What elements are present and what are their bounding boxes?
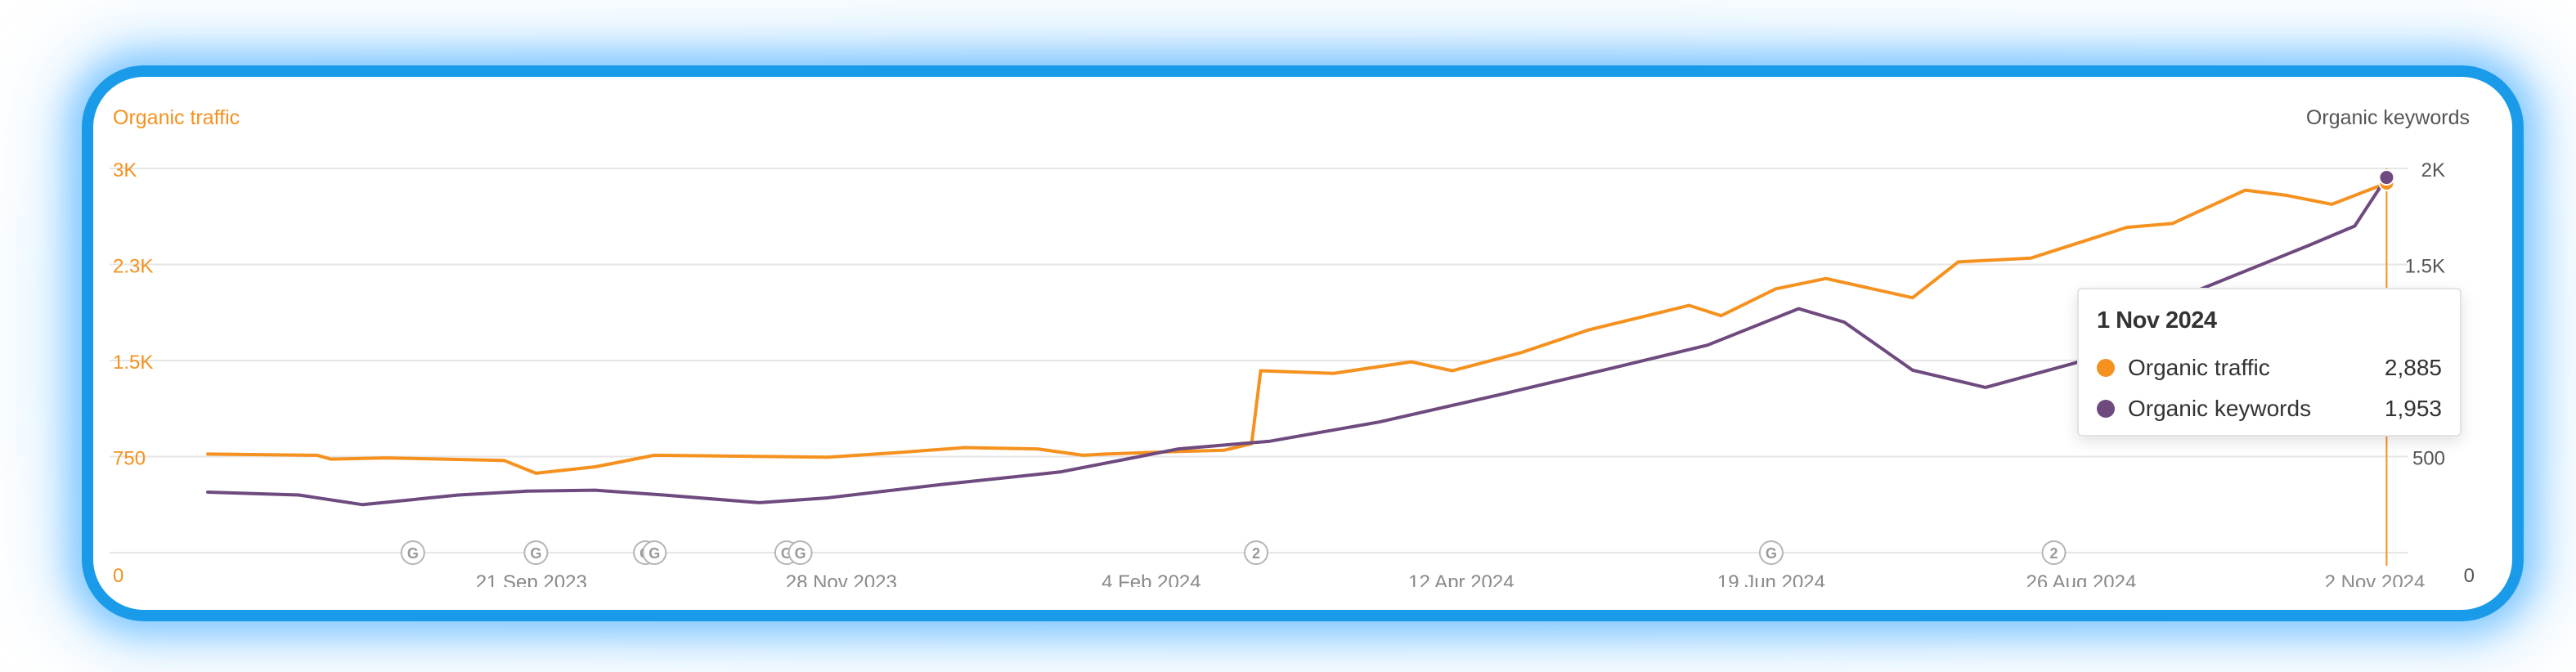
annotation-marker-icon [2041, 540, 2067, 565]
right-tick-label: 1.5K [2405, 256, 2445, 278]
annotation-marker-icon [788, 540, 813, 565]
left-axis-title: Organic traffic [113, 106, 240, 129]
keywords-dot-icon [2097, 400, 2115, 418]
hover-tooltip: 1 Nov 2024 Organic traffic 2,885 Organic… [2077, 288, 2462, 437]
annotation-marker-label: G [407, 545, 419, 562]
annotation-marker-label: 2 [2050, 545, 2058, 562]
traffic-dot-icon [2097, 359, 2115, 377]
tooltip-value: 1,953 [2384, 396, 2442, 421]
tooltip-date: 1 Nov 2024 [2097, 307, 2217, 334]
x-tick-label: 28 Nov 2023 [786, 571, 897, 587]
tooltip-row-keywords: Organic keywords 1,953 [2097, 388, 2442, 429]
tooltip-label: Organic traffic [2128, 355, 2270, 380]
x-tick-label: 21 Sep 2023 [476, 571, 587, 587]
annotation-marker-icon [642, 540, 667, 565]
right-tick-label: 500 [2412, 448, 2445, 470]
annotation-marker-label: 2 [1252, 545, 1260, 562]
annotation-marker-icon [1244, 540, 1269, 565]
annotation-marker-label: G [530, 545, 541, 562]
left-tick-label: 0 [113, 565, 123, 587]
annotation-marker-icon [1758, 540, 1784, 565]
x-tick-label: 12 Apr 2024 [1408, 571, 1514, 587]
left-tick-label: 2.3K [113, 256, 153, 278]
annotation-marker-icon [400, 540, 425, 565]
left-tick-label: 3K [113, 159, 137, 181]
right-tick-label: 2K [2421, 159, 2445, 181]
annotation-marker-icon [523, 540, 549, 565]
x-tick-label: 26 Aug 2024 [2026, 571, 2137, 587]
organic-keywords-line [206, 176, 2389, 507]
tooltip-label: Organic keywords [2128, 396, 2312, 421]
left-tick-label: 750 [113, 448, 146, 470]
annotation-marker-label: G [648, 545, 660, 562]
right-tick-label: 0 [2464, 565, 2475, 587]
tooltip-row-traffic: Organic traffic 2,885 [2097, 347, 2442, 388]
x-tick-label: 2 Nov 2024 [2325, 571, 2426, 587]
tooltip-value: 2,885 [2384, 355, 2442, 380]
x-tick-label: 19 Jun 2024 [1717, 571, 1825, 587]
x-tick-label: 4 Feb 2024 [1102, 571, 1200, 587]
organic-traffic-line [206, 181, 2389, 475]
annotation-marker-label: G [1766, 545, 1777, 562]
right-axis-title: Organic keywords [2306, 106, 2470, 129]
left-tick-label: 1.5K [113, 352, 153, 374]
annotation-marker-label: G [795, 545, 806, 562]
organic-keywords-point [2378, 169, 2395, 186]
